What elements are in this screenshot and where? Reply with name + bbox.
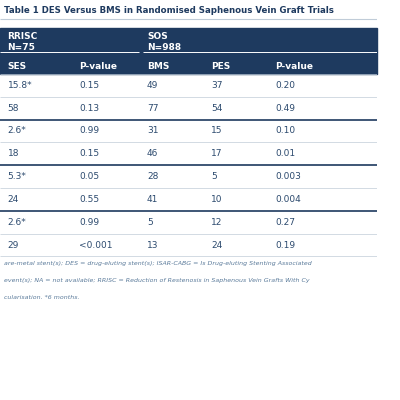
Text: 41: 41 — [147, 195, 158, 204]
Text: 15.8*: 15.8* — [8, 81, 32, 90]
Text: 5: 5 — [211, 172, 217, 181]
Bar — [0, 142, 377, 165]
Text: 0.05: 0.05 — [79, 172, 99, 181]
Text: 0.55: 0.55 — [79, 195, 99, 204]
Text: BMS: BMS — [147, 62, 170, 71]
Text: 58: 58 — [8, 104, 19, 113]
Text: 0.003: 0.003 — [275, 172, 301, 181]
Text: 24: 24 — [8, 195, 19, 204]
Bar — [0, 188, 377, 211]
Text: PES: PES — [211, 62, 230, 71]
Bar — [0, 74, 377, 97]
Bar — [0, 211, 377, 234]
Text: 77: 77 — [147, 104, 158, 113]
Text: event(s); NA = not available; RRISC = Reduction of Restenosis in Saphenous Vein : event(s); NA = not available; RRISC = Re… — [4, 278, 309, 283]
Text: 49: 49 — [147, 81, 158, 90]
Text: Table 1 DES Versus BMS in Randomised Saphenous Vein Graft Trials: Table 1 DES Versus BMS in Randomised Sap… — [4, 6, 334, 15]
Text: 0.15: 0.15 — [79, 149, 99, 158]
Text: 0.13: 0.13 — [79, 104, 99, 113]
Text: SES: SES — [8, 62, 27, 71]
Bar — [0, 97, 377, 120]
Text: 0.19: 0.19 — [275, 240, 295, 250]
Text: 0.49: 0.49 — [275, 104, 295, 113]
Text: 15: 15 — [211, 126, 223, 136]
Text: 31: 31 — [147, 126, 158, 136]
Text: 0.004: 0.004 — [275, 195, 301, 204]
Text: P-value: P-value — [275, 62, 313, 71]
Text: SOS: SOS — [147, 32, 168, 41]
Text: 24: 24 — [211, 240, 222, 250]
Text: 46: 46 — [147, 149, 158, 158]
Bar — [0, 234, 377, 256]
Text: 2.6*: 2.6* — [8, 218, 26, 227]
Text: 18: 18 — [8, 149, 19, 158]
Text: 5.3*: 5.3* — [8, 172, 26, 181]
Text: cularisation. *6 months.: cularisation. *6 months. — [4, 295, 79, 300]
Text: 5: 5 — [147, 218, 153, 227]
Text: N=75: N=75 — [8, 43, 36, 52]
Bar — [0, 120, 377, 142]
Text: 0.01: 0.01 — [275, 149, 295, 158]
Text: 29: 29 — [8, 240, 19, 250]
Text: 0.20: 0.20 — [275, 81, 295, 90]
Text: RRISC: RRISC — [8, 32, 38, 41]
Text: P-value: P-value — [79, 62, 117, 71]
Text: 10: 10 — [211, 195, 223, 204]
Text: 2.6*: 2.6* — [8, 126, 26, 136]
Text: <0.001: <0.001 — [79, 240, 113, 250]
Text: 0.99: 0.99 — [79, 218, 99, 227]
Bar — [0, 165, 377, 188]
Text: N=988: N=988 — [147, 43, 181, 52]
Bar — [0, 28, 377, 74]
Text: 37: 37 — [211, 81, 223, 90]
Text: 54: 54 — [211, 104, 222, 113]
Text: 13: 13 — [147, 240, 158, 250]
Text: 17: 17 — [211, 149, 223, 158]
Text: 0.99: 0.99 — [79, 126, 99, 136]
Text: 28: 28 — [147, 172, 158, 181]
Text: 12: 12 — [211, 218, 222, 227]
Text: 0.27: 0.27 — [275, 218, 295, 227]
Text: are-metal stent(s); DES = drug-eluting stent(s); ISAR-CABG = Is Drug-eluting Ste: are-metal stent(s); DES = drug-eluting s… — [4, 261, 312, 266]
Text: 0.10: 0.10 — [275, 126, 295, 136]
Text: 0.15: 0.15 — [79, 81, 99, 90]
